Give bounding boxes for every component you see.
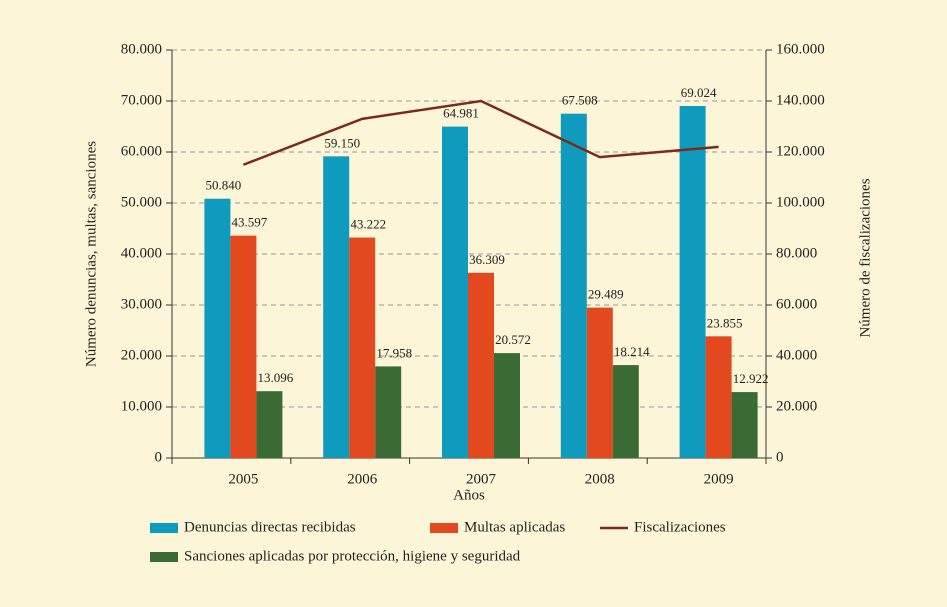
y-tick-label: 60.000 [121, 143, 162, 159]
y-axis-label: Número denuncias, multas, sanciones [83, 141, 99, 367]
y2-tick-label: 160.000 [776, 41, 825, 57]
bar [494, 353, 520, 458]
x-tick-label: 2007 [466, 471, 497, 487]
bar [256, 391, 283, 458]
legend-swatch [150, 523, 178, 533]
bar [612, 365, 639, 458]
legend-label: Multas aplicadas [464, 519, 565, 535]
data-label: 69.024 [681, 85, 717, 100]
data-label: 20.572 [495, 332, 531, 347]
data-label: 64.981 [443, 106, 479, 121]
y-tick-label: 70.000 [121, 92, 162, 108]
legend-swatch [150, 552, 178, 562]
x-tick-label: 2006 [347, 471, 378, 487]
bar [586, 307, 613, 458]
data-label: 36.309 [469, 252, 505, 267]
bar [323, 156, 350, 458]
y-tick-label: 0 [155, 449, 163, 465]
data-label: 12.922 [733, 371, 769, 386]
data-label: 43.222 [350, 217, 386, 232]
line [242, 99, 719, 166]
bar [442, 126, 468, 459]
bar [375, 366, 402, 458]
y2-tick-label: 20.000 [776, 398, 817, 414]
data-label: 18.214 [614, 344, 650, 359]
legend-swatch [430, 523, 458, 533]
data-label: 13.096 [258, 370, 294, 385]
x-tick-label: 2009 [704, 471, 734, 487]
data-label: 23.855 [707, 315, 743, 330]
bar [230, 235, 257, 458]
data-label: 59.150 [324, 135, 360, 150]
data-label: 17.958 [376, 345, 412, 360]
x-tick-label: 2005 [228, 471, 258, 487]
y2-tick-label: 0 [776, 449, 784, 465]
y2-tick-label: 140.000 [776, 92, 825, 108]
data-label: 67.508 [562, 93, 598, 108]
bar [560, 113, 587, 458]
bar [705, 336, 732, 458]
y2-tick-label: 60.000 [776, 296, 817, 312]
y-tick-label: 80.000 [121, 41, 162, 57]
y-tick-label: 50.000 [121, 194, 162, 210]
legend-label: Fiscalizaciones [634, 519, 726, 535]
y2-axis-label: Número de fiscalizaciones [857, 178, 873, 337]
y2-tick-label: 120.000 [776, 143, 825, 159]
bar [731, 392, 758, 458]
y-tick-label: 10.000 [121, 398, 162, 414]
data-label: 50.840 [206, 178, 242, 193]
y2-tick-label: 100.000 [776, 194, 825, 210]
legend-label: Denuncias directas recibidas [184, 519, 356, 535]
bar [468, 272, 494, 458]
x-tick-label: 2008 [585, 471, 615, 487]
bar [349, 237, 376, 458]
y2-tick-label: 40.000 [776, 347, 817, 363]
legend-label: Sanciones aplicadas por protección, higi… [184, 548, 521, 564]
bar [204, 198, 231, 458]
y2-tick-label: 80.000 [776, 245, 817, 261]
data-label: 29.489 [588, 287, 624, 302]
x-axis-label: Años [453, 487, 485, 503]
y-tick-label: 30.000 [121, 296, 162, 312]
bar [679, 105, 706, 458]
y-tick-label: 40.000 [121, 245, 162, 261]
y-tick-label: 20.000 [121, 347, 162, 363]
data-label: 43.597 [232, 215, 268, 230]
